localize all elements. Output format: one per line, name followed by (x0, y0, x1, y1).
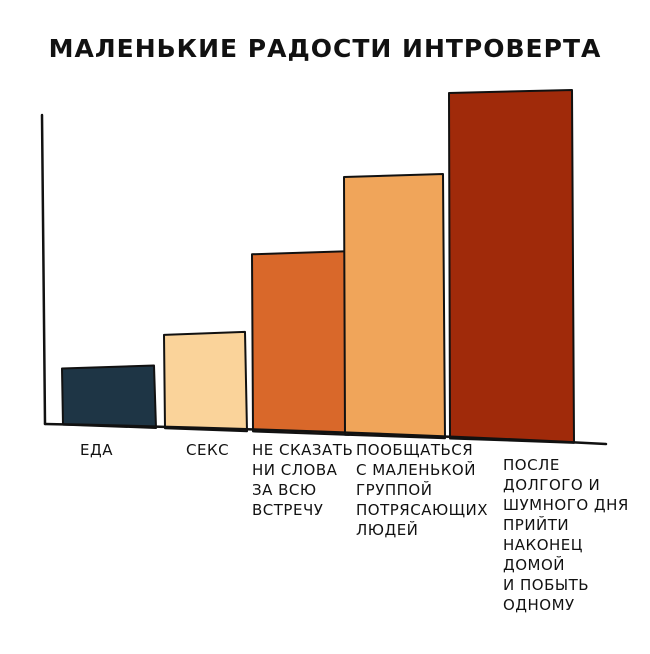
bar-4 (343, 173, 446, 440)
x-axis-line (43, 422, 608, 446)
category-label-5: ПОСЛЕ ДОЛГОГО И ШУМНОГО ДНЯ ПРИЙТИ НАКОН… (503, 456, 629, 614)
y-axis-line (40, 113, 47, 426)
bar-2 (163, 330, 248, 433)
category-label-2: СЕКС (186, 441, 230, 459)
category-label-1: ЕДА (80, 441, 113, 459)
bars-group (61, 89, 575, 444)
bar-5 (448, 89, 575, 444)
chart-title: МАЛЕНЬКИЕ РАДОСТИ ИНТРОВЕРТА (48, 34, 602, 63)
bar-1 (61, 364, 157, 429)
bar-3 (251, 250, 350, 436)
category-label-4: ПООБЩАТЬСЯ С МАЛЕНЬКОЙ ГРУППОЙ ПОТРЯСАЮЩ… (356, 441, 489, 539)
category-label-3: НЕ СКАЗАТЬ НИ СЛОВА ЗА ВСЮ ВСТРЕЧУ (252, 441, 354, 519)
